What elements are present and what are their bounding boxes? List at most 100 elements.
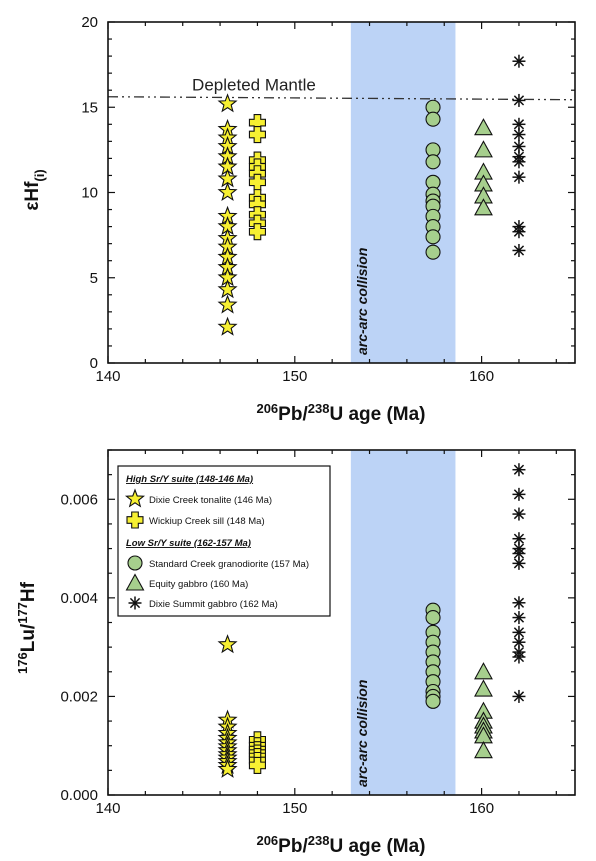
asterisk-marker xyxy=(128,596,142,610)
x-tick-label: 150 xyxy=(282,800,307,817)
circle-marker xyxy=(425,154,441,170)
top-ylabel-main: εHf xyxy=(22,181,43,211)
asterisk-marker xyxy=(512,170,526,184)
cross-marker xyxy=(248,756,266,774)
top-tick-labels: 140 150 160 0 5 10 15 20 xyxy=(81,14,494,385)
circle-marker xyxy=(425,693,441,709)
circle-marker xyxy=(425,229,441,245)
bottom-ylabel-mid1: Lu/ xyxy=(18,623,39,652)
legend-label-standard-creek: Standard Creek granodiorite (157 Ma) xyxy=(149,559,309,570)
triangle-marker xyxy=(474,140,493,158)
bottom-data-marks xyxy=(217,463,526,778)
x-tick-label: 160 xyxy=(469,368,494,385)
legend-low-heading: Low Sr/Y suite (162-157 Ma) xyxy=(126,538,251,549)
bottom-ylabel-sup2: 177 xyxy=(15,602,30,624)
legend-high-heading: High Sr/Y suite (148-146 Ma) xyxy=(126,474,253,485)
bottom-y-axis-title: 176Lu/177Hf xyxy=(15,581,39,674)
circle-marker xyxy=(425,111,441,127)
y-tick-label: 0 xyxy=(90,355,98,372)
asterisk-marker xyxy=(512,547,526,560)
legend-symbol-triangle xyxy=(125,573,145,591)
top-xlabel-rest: U age (Ma) xyxy=(329,404,425,425)
legend-label-dixie-summit: Dixie Summit gabbro (162 Ma) xyxy=(149,599,278,610)
y-tick-label: 0.000 xyxy=(60,787,98,804)
star-marker xyxy=(217,758,238,778)
depleted-mantle-line xyxy=(107,96,576,101)
bottom-x-axis-title: 206Pb/238U age (Ma) xyxy=(256,833,425,857)
y-tick-label: 0.004 xyxy=(60,590,98,607)
star-marker xyxy=(217,316,238,336)
bottom-xlabel-sup1: 206 xyxy=(256,833,278,848)
asterisk-marker xyxy=(512,243,526,257)
bottom-ylabel-rest: Hf xyxy=(18,581,39,602)
y-tick-label: 20 xyxy=(81,14,98,31)
asterisk-marker xyxy=(512,532,526,546)
top-xlabel-sup2: 238 xyxy=(308,401,330,416)
asterisk-marker xyxy=(512,155,526,169)
asterisk-marker xyxy=(512,128,526,142)
asterisk-marker xyxy=(512,596,526,610)
asterisk-marker xyxy=(512,507,526,521)
bottom-tick-labels: 140 150 160 0.000 0.002 0.004 0.006 xyxy=(60,491,494,817)
asterisk-marker xyxy=(512,487,526,501)
legend-label-wickiup: Wickiup Creek sill (148 Ma) xyxy=(149,516,265,527)
top-ticks xyxy=(107,21,575,364)
triangle-marker xyxy=(474,118,493,136)
asterisk-marker xyxy=(512,611,526,625)
triangle-marker xyxy=(474,198,493,216)
cross-marker xyxy=(248,125,266,144)
bottom-xlabel-mid1: Pb/ xyxy=(278,836,308,857)
y-tick-label: 10 xyxy=(81,185,98,202)
x-tick-label: 160 xyxy=(469,800,494,817)
triangle-marker xyxy=(474,679,493,697)
legend-label-equity: Equity gabbro (160 Ma) xyxy=(149,579,248,590)
bottom-xlabel-rest: U age (Ma) xyxy=(329,836,425,857)
top-ylabel-sub: (i) xyxy=(32,169,47,181)
cross-marker xyxy=(248,223,266,241)
top-data-marks xyxy=(217,54,526,336)
y-tick-label: 0.006 xyxy=(60,491,98,508)
triangle-marker xyxy=(474,662,493,680)
star-marker xyxy=(217,181,238,202)
legend-box xyxy=(117,465,331,617)
y-tick-label: 15 xyxy=(81,99,98,116)
top-xlabel-mid1: Pb/ xyxy=(278,404,308,425)
asterisk-marker xyxy=(512,650,526,664)
asterisk-marker xyxy=(512,689,526,703)
circle-marker xyxy=(127,555,143,571)
bottom-ticks xyxy=(107,449,575,796)
bottom-panel: arc-arc collision 140 150 160 0.000 0.002 0.0… xyxy=(15,449,576,857)
star-marker xyxy=(217,93,238,113)
x-tick-label: 140 xyxy=(95,800,120,817)
bottom-ylabel-sup1: 176 xyxy=(15,652,30,674)
x-tick-label: 150 xyxy=(282,368,307,385)
asterisk-marker xyxy=(512,54,526,68)
top-plot-frame xyxy=(107,21,576,364)
x-tick-label: 140 xyxy=(95,368,120,385)
bottom-band-label: arc-arc collision xyxy=(354,680,370,787)
legend-symbol-star xyxy=(124,488,146,508)
asterisk-marker xyxy=(512,93,526,107)
circle-marker xyxy=(425,244,441,260)
star-marker xyxy=(217,294,238,314)
star-marker xyxy=(217,634,238,654)
star-marker xyxy=(124,488,146,508)
y-tick-label: 5 xyxy=(90,270,98,287)
top-y-axis-title: εHf(i) xyxy=(22,169,47,210)
asterisk-marker xyxy=(512,225,526,239)
top-band-label: arc-arc collision xyxy=(354,248,370,355)
legend-symbol-cross xyxy=(126,511,144,529)
circle-marker xyxy=(425,610,441,626)
legend: High Sr/Y suite (148-146 Ma) Dixie Creek… xyxy=(117,465,331,617)
legend-symbol-circle xyxy=(127,555,143,571)
legend-symbol-asterisk xyxy=(128,596,142,610)
star-marker xyxy=(217,279,238,299)
top-panel: arc-arc collision Depleted Mantle 140 150… xyxy=(22,14,576,425)
top-xlabel-sup1: 206 xyxy=(256,401,278,416)
asterisk-marker xyxy=(512,556,526,570)
asterisk-marker xyxy=(512,463,526,477)
legend-label-dixie-creek: Dixie Creek tonalite (146 Ma) xyxy=(149,495,272,506)
cross-marker xyxy=(126,511,144,529)
bottom-xlabel-sup2: 238 xyxy=(308,833,330,848)
